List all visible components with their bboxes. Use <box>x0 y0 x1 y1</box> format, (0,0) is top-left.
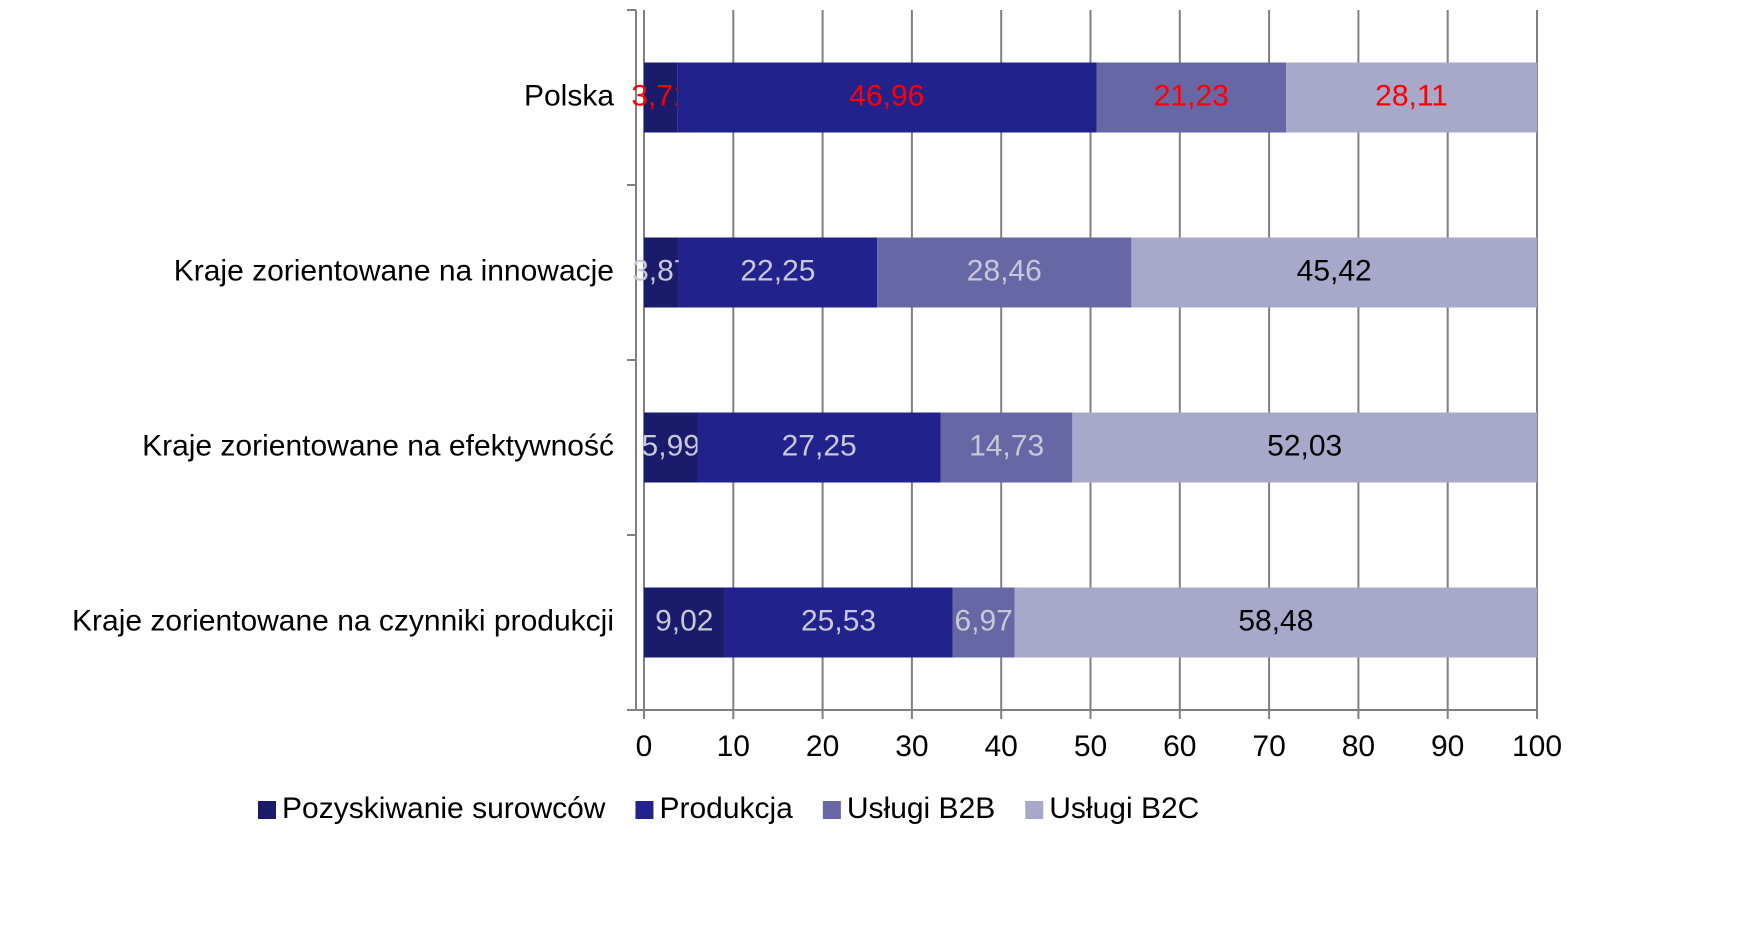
legend-swatch <box>822 801 841 819</box>
x-tick-label: 10 <box>717 730 750 763</box>
data-label: 25,53 <box>801 604 876 637</box>
y-tick-label: Kraje zorientowane na efektywność <box>142 429 614 462</box>
bar-segment <box>1096 62 1287 133</box>
data-label: 52,03 <box>1267 429 1342 462</box>
bar-segment <box>644 587 725 658</box>
bar-segment <box>678 237 878 308</box>
x-tick-label: 40 <box>985 730 1018 763</box>
data-label: 27,25 <box>782 429 857 462</box>
bar-segment <box>952 587 1015 658</box>
legend-label: Usługi B2C <box>1049 792 1199 825</box>
bar-segment <box>644 237 679 308</box>
x-tick-label: 90 <box>1431 730 1464 763</box>
x-tick-label: 30 <box>895 730 928 763</box>
data-label: 9,02 <box>655 604 713 637</box>
bar-segment <box>677 62 1097 133</box>
x-tick-label: 20 <box>806 730 839 763</box>
legend-swatch <box>1025 801 1044 819</box>
y-tick-label: Kraje zorientowane na innowacje <box>174 254 614 287</box>
data-label: 28,11 <box>1375 79 1448 112</box>
data-label: 45,42 <box>1297 254 1372 287</box>
bar-segment <box>1286 62 1538 133</box>
bar-segment <box>1014 587 1537 658</box>
data-label: 14,73 <box>969 429 1044 462</box>
legend-label: Usługi B2B <box>847 792 995 825</box>
data-label: 5,99 <box>642 429 700 462</box>
data-label: 6,97 <box>954 604 1012 637</box>
data-label: 22,25 <box>740 254 815 287</box>
legend-swatch <box>635 801 654 819</box>
y-tick-label: Polska <box>524 79 614 112</box>
x-tick-label: 60 <box>1163 730 1196 763</box>
data-label: 46,96 <box>849 79 924 112</box>
bar-segment <box>1131 237 1537 308</box>
y-tick-label: Kraje zorientowane na czynniki produkcji <box>72 604 614 637</box>
bar-segment <box>697 412 941 483</box>
bar-segment <box>877 237 1132 308</box>
bar-segment <box>644 412 698 483</box>
data-label: 21,23 <box>1154 79 1229 112</box>
x-tick-label: 70 <box>1252 730 1285 763</box>
x-tick-label: 50 <box>1074 730 1107 763</box>
data-label: 58,48 <box>1238 604 1313 637</box>
legend-label: Pozyskiwanie surowców <box>282 792 606 825</box>
bar-segment <box>644 62 678 133</box>
data-label: 28,46 <box>967 254 1042 287</box>
bar-segment <box>724 587 953 658</box>
x-tick-label: 80 <box>1342 730 1375 763</box>
bar-segment <box>1072 412 1537 483</box>
legend-label: Produkcja <box>659 792 793 825</box>
legend-swatch <box>258 801 276 819</box>
bar-segment <box>940 412 1073 483</box>
x-tick-label: 0 <box>636 730 653 763</box>
x-tick-label: 100 <box>1512 730 1562 763</box>
